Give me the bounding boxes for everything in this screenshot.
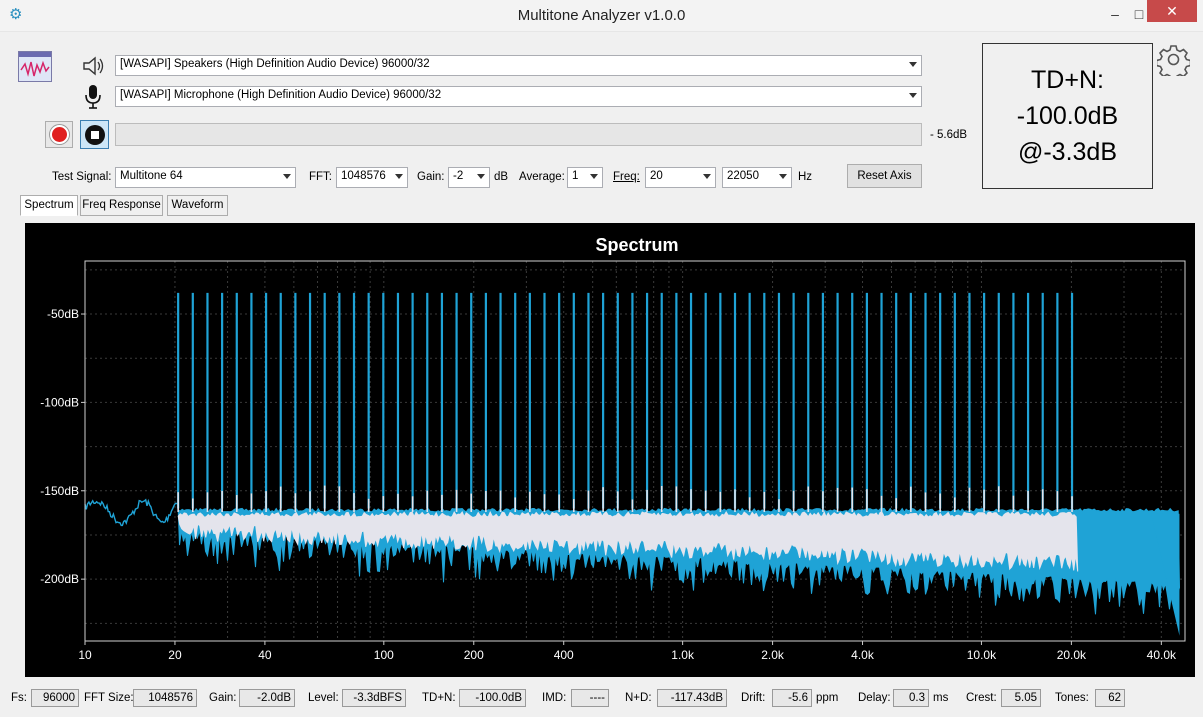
drift-label: Drift: [741, 692, 766, 704]
x-tick-label: 200 [464, 648, 484, 662]
plot-frame [84, 260, 1186, 642]
imd-value: ---- [571, 689, 609, 707]
window-title: Multitone Analyzer v1.0.0 [517, 7, 686, 24]
delay-value: 0.3 [893, 689, 929, 707]
freq-unit: Hz [798, 171, 813, 183]
tdn-status-value: -100.0dB [459, 689, 526, 707]
gain-value: -2 [453, 170, 464, 182]
gain-status-label: Gain: [209, 692, 237, 704]
drift-unit: ppm [816, 692, 839, 704]
average-label: Average: [519, 171, 565, 183]
stop-button[interactable] [80, 120, 109, 149]
tones-label: Tones: [1055, 692, 1089, 704]
close-button[interactable]: ✕ [1147, 0, 1197, 22]
gear-icon[interactable] [1155, 43, 1192, 81]
tab-waveform[interactable]: Waveform [167, 195, 228, 216]
record-icon [49, 125, 69, 144]
gain-status-value: -2.0dB [239, 689, 295, 707]
x-tick-label: 400 [554, 648, 574, 662]
x-tick-label: 100 [374, 648, 394, 662]
delay-label: Delay: [858, 692, 891, 704]
x-tick-label: 10 [78, 648, 92, 662]
microphone-icon [84, 84, 102, 110]
blue-rolloff [1151, 513, 1180, 636]
tones-value: 62 [1095, 689, 1125, 707]
fft-select[interactable]: 1048576 [336, 167, 408, 188]
level-label: Level: [308, 692, 339, 704]
crest-value: 5.05 [1001, 689, 1041, 707]
tdn-display: TD+N: -100.0dB @-3.3dB [982, 43, 1153, 189]
nd-value: -117.43dB [657, 689, 727, 707]
tdn-status-label: TD+N: [422, 692, 456, 704]
delay-unit: ms [933, 692, 949, 704]
test-signal-label: Test Signal: [52, 171, 112, 183]
y-tick-label: -50dB [47, 307, 79, 321]
drift-value: -5.6 [772, 689, 812, 707]
level-meter [115, 123, 922, 146]
level-readout: - 5.6dB [930, 129, 968, 141]
y-tick-label: -200dB [40, 572, 79, 586]
x-tick-label: 2.0k [761, 648, 785, 662]
title-bar [0, 0, 1203, 32]
spectrum-chart: Spectrum 10 20 40 100 200 400 1.0k 2.0k 4.0k 10.0… [40, 235, 1186, 662]
fs-value: 96000 [31, 689, 79, 707]
stop-icon [84, 124, 105, 145]
fft-label: FFT: [309, 171, 332, 183]
fs-label: Fs: [11, 692, 27, 704]
output-device-select[interactable]: [WASAPI] Speakers (High Definition Audio… [115, 55, 922, 76]
input-device-select[interactable]: [WASAPI] Microphone (High Definition Aud… [115, 86, 922, 107]
test-signal-value: Multitone 64 [120, 170, 183, 182]
maximize-button[interactable]: □ [1134, 6, 1144, 22]
gain-unit: dB [494, 171, 509, 183]
average-value: 1 [572, 170, 579, 182]
level-value: -3.3dBFS [342, 689, 406, 707]
x-tick-label: 20 [168, 648, 182, 662]
freq-min-select[interactable]: 20 [645, 167, 716, 188]
speaker-icon [81, 54, 107, 78]
x-tick-label: 1.0k [671, 648, 695, 662]
freq-max-value: 22050 [727, 170, 759, 182]
x-tick-label: 10.0k [967, 648, 997, 662]
waveform-logo-icon [18, 51, 52, 82]
tab-spectrum[interactable]: Spectrum [20, 195, 78, 216]
tab-freq-response[interactable]: Freq Response [80, 195, 163, 216]
fft-size-label: FFT Size: [84, 692, 134, 704]
crest-label: Crest: [966, 692, 997, 704]
reset-axis-button[interactable]: Reset Axis [847, 164, 922, 188]
input-device-value: [WASAPI] Microphone (High Definition Aud… [120, 89, 442, 101]
freq-max-select[interactable]: 22050 [722, 167, 792, 188]
tdn-line-3: @-3.3dB [1017, 138, 1118, 166]
average-select[interactable]: 1 [567, 167, 603, 188]
x-tick-label: 40.0k [1147, 648, 1177, 662]
y-tick-label: -100dB [40, 395, 79, 409]
imd-label: IMD: [542, 692, 567, 704]
white-distortion-floor [177, 510, 1079, 572]
spectrum-plot[interactable]: Spectrum 10 20 40 100 200 400 1.0k 2.0k 4.0k 10.0… [25, 223, 1195, 677]
record-button[interactable] [45, 121, 73, 148]
tdn-line-2: -100.0dB [1016, 102, 1119, 130]
blue-series-line [84, 498, 179, 527]
app-icon: ⚙ [9, 6, 23, 23]
freq-min-value: 20 [650, 170, 663, 182]
nd-label: N+D: [625, 692, 652, 704]
fft-value: 1048576 [341, 170, 386, 182]
minimize-button[interactable]: – [1111, 6, 1119, 22]
gain-label: Gain: [417, 171, 445, 183]
freq-label[interactable]: Freq: [613, 171, 640, 183]
x-tick-label: 40 [258, 648, 272, 662]
gain-select[interactable]: -2 [448, 167, 490, 188]
y-tick-label: -150dB [40, 484, 79, 498]
fft-size-value: 1048576 [133, 689, 197, 707]
status-bar: Fs: 96000 FFT Size: 1048576 Gain: -2.0dB… [0, 688, 1203, 717]
x-tick-label: 4.0k [851, 648, 875, 662]
test-signal-select[interactable]: Multitone 64 [115, 167, 296, 188]
chart-title: Spectrum [595, 235, 678, 255]
x-tick-label: 20.0k [1057, 648, 1087, 662]
output-device-value: [WASAPI] Speakers (High Definition Audio… [120, 58, 430, 70]
tdn-line-1: TD+N: [1031, 66, 1104, 94]
